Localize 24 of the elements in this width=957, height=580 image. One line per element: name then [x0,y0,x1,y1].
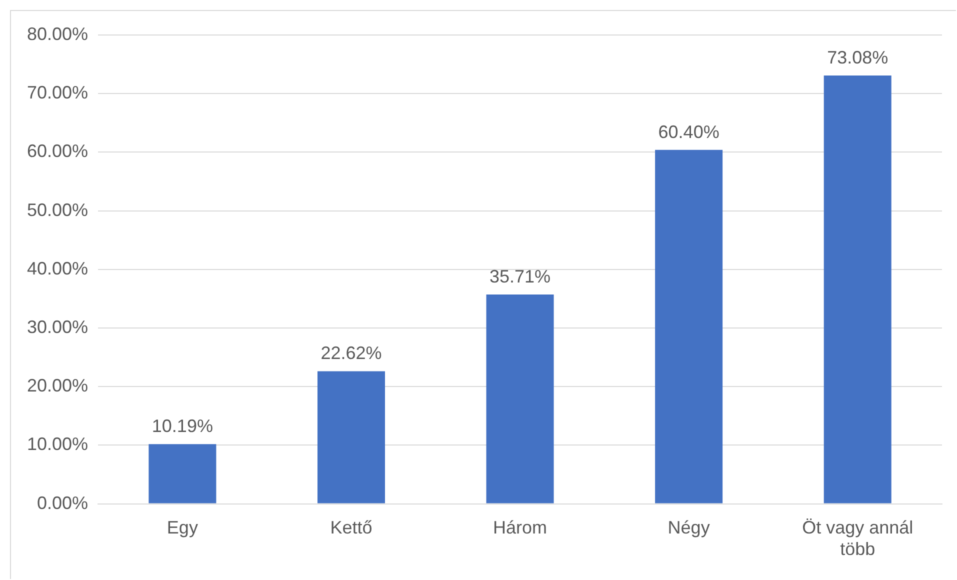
bar [824,76,892,504]
data-label: 73.08% [827,48,888,68]
y-tick-label: 80.00% [26,24,88,44]
x-tick-label: Négy [668,518,710,538]
x-tick-label: Három [493,518,548,538]
y-tick-label: 70.00% [26,82,88,103]
x-tick-label: Kettő [330,518,372,538]
y-tick-label: 20.00% [26,376,88,396]
data-label: 10.19% [152,416,213,436]
bar [655,150,723,504]
data-label: 35.71% [489,266,551,287]
bar [148,444,216,504]
y-tick-label: 40.00% [26,258,88,278]
bar [486,294,554,504]
data-label: 22.62% [320,343,382,364]
y-tick-label: 60.00% [26,141,88,162]
y-tick-label: 50.00% [26,200,88,220]
y-tick-label: 30.00% [26,316,88,337]
x-tick-label: Öt vagy annál több [802,518,914,560]
y-tick-label: 0.00% [37,492,88,513]
x-tick-label: Egy [166,518,198,538]
data-label: 60.40% [658,122,720,142]
bar [317,371,385,504]
y-tick-label: 10.00% [26,434,88,454]
